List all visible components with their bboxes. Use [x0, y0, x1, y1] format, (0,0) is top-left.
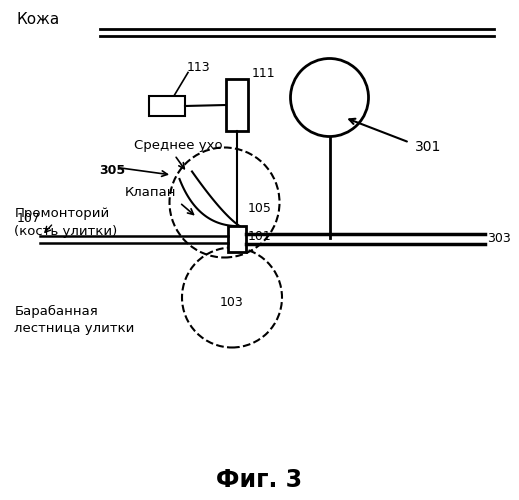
Text: 305: 305	[100, 164, 126, 176]
Text: 101: 101	[248, 230, 272, 243]
Text: 111: 111	[252, 67, 276, 80]
Text: Фиг. 3: Фиг. 3	[216, 468, 303, 492]
Bar	[226, 78, 248, 131]
Text: 301: 301	[415, 140, 441, 154]
Text: 103: 103	[220, 296, 244, 309]
Text: 107: 107	[17, 212, 41, 224]
Bar	[228, 226, 246, 252]
Text: Промонторий
(кость улитки): Промонторий (кость улитки)	[15, 208, 118, 238]
Text: Клапан: Клапан	[125, 186, 176, 199]
Text: Барабанная
лестница улитки: Барабанная лестница улитки	[15, 305, 135, 335]
Text: 105: 105	[248, 202, 272, 215]
Text: Кожа: Кожа	[17, 12, 60, 28]
Text: Среднее ухо: Среднее ухо	[134, 138, 223, 151]
Text: 113: 113	[187, 61, 211, 74]
Bar	[149, 96, 185, 116]
Text: 303: 303	[487, 232, 511, 245]
